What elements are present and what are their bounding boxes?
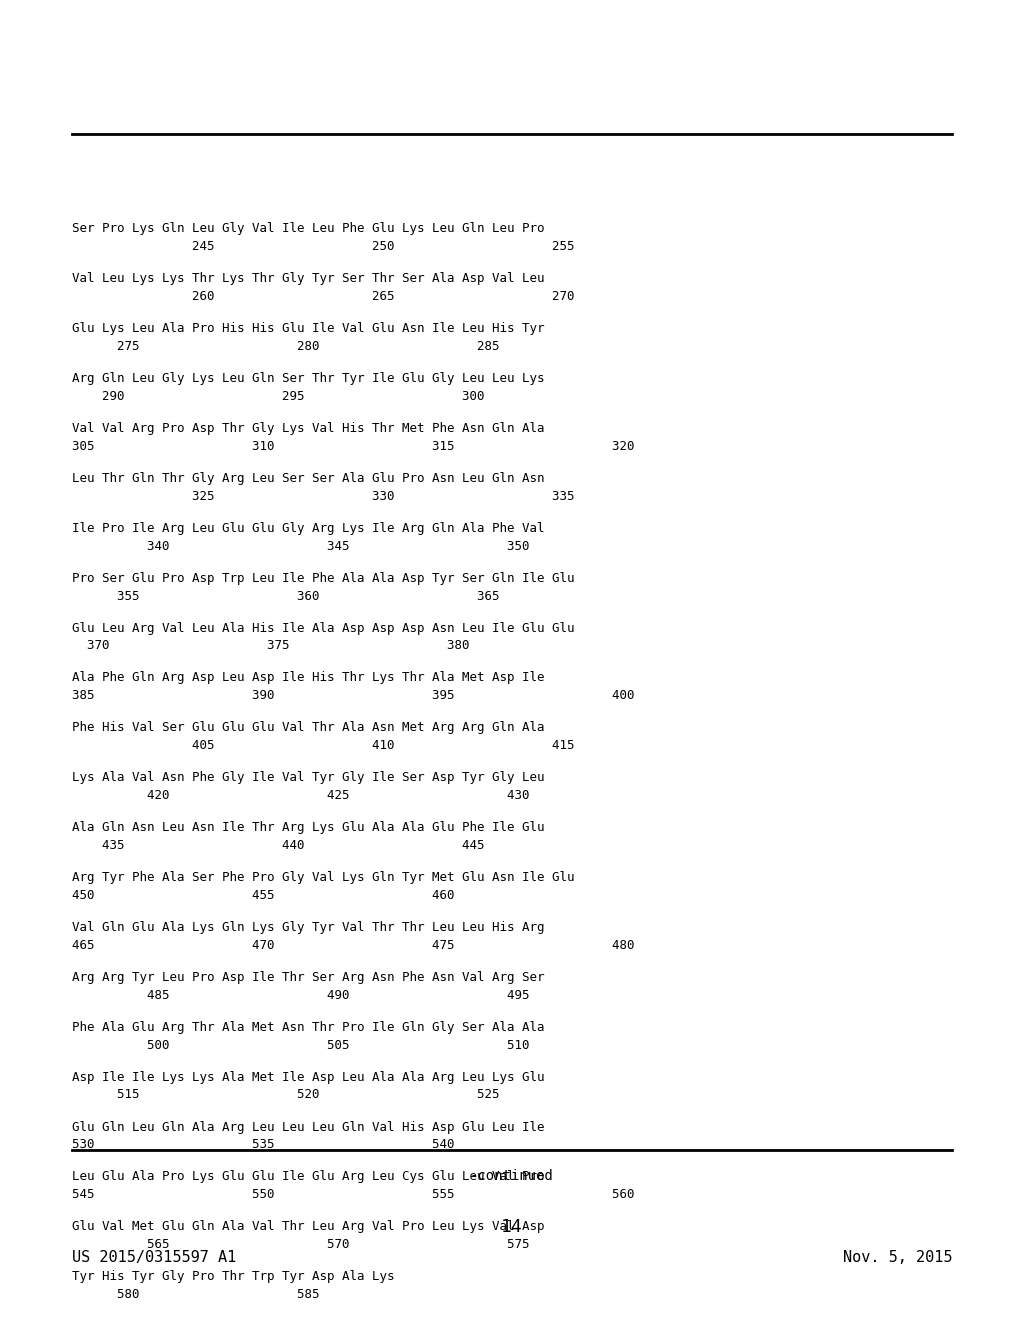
Text: 485                     490                     495: 485 490 495 bbox=[72, 989, 529, 1002]
Text: 245                     250                     255: 245 250 255 bbox=[72, 240, 574, 253]
Text: Glu Leu Arg Val Leu Ala His Ile Ala Asp Asp Asp Asn Leu Ile Glu Glu: Glu Leu Arg Val Leu Ala His Ile Ala Asp … bbox=[72, 622, 574, 635]
Text: 580                     585: 580 585 bbox=[72, 1288, 319, 1302]
Text: Ser Pro Lys Gln Leu Gly Val Ile Leu Phe Glu Lys Leu Gln Leu Pro: Ser Pro Lys Gln Leu Gly Val Ile Leu Phe … bbox=[72, 223, 545, 235]
Text: 530                     535                     540: 530 535 540 bbox=[72, 1138, 455, 1151]
Text: 305                     310                     315                     320: 305 310 315 320 bbox=[72, 440, 635, 453]
Text: 465                     470                     475                     480: 465 470 475 480 bbox=[72, 939, 635, 952]
Text: Glu Gln Leu Gln Ala Arg Leu Leu Leu Gln Val His Asp Glu Leu Ile: Glu Gln Leu Gln Ala Arg Leu Leu Leu Gln … bbox=[72, 1121, 545, 1134]
Text: Arg Gln Leu Gly Lys Leu Gln Ser Thr Tyr Ile Glu Gly Leu Leu Lys: Arg Gln Leu Gly Lys Leu Gln Ser Thr Tyr … bbox=[72, 372, 545, 385]
Text: US 2015/0315597 A1: US 2015/0315597 A1 bbox=[72, 1250, 237, 1265]
Text: Arg Tyr Phe Ala Ser Phe Pro Gly Val Lys Gln Tyr Met Glu Asn Ile Glu: Arg Tyr Phe Ala Ser Phe Pro Gly Val Lys … bbox=[72, 871, 574, 884]
Text: 405                     410                     415: 405 410 415 bbox=[72, 739, 574, 752]
Text: Val Leu Lys Lys Thr Lys Thr Gly Tyr Ser Thr Ser Ala Asp Val Leu: Val Leu Lys Lys Thr Lys Thr Gly Tyr Ser … bbox=[72, 272, 545, 285]
Text: Leu Thr Gln Thr Gly Arg Leu Ser Ser Ala Glu Pro Asn Leu Gln Asn: Leu Thr Gln Thr Gly Arg Leu Ser Ser Ala … bbox=[72, 473, 545, 484]
Text: 355                     360                     365: 355 360 365 bbox=[72, 590, 500, 602]
Text: 370                     375                     380: 370 375 380 bbox=[72, 639, 469, 652]
Text: 545                     550                     555                     560: 545 550 555 560 bbox=[72, 1188, 635, 1201]
Text: 385                     390                     395                     400: 385 390 395 400 bbox=[72, 689, 635, 702]
Text: 435                     440                     445: 435 440 445 bbox=[72, 840, 484, 851]
Text: Leu Glu Ala Pro Lys Glu Glu Ile Glu Arg Leu Cys Glu Leu Val Pro: Leu Glu Ala Pro Lys Glu Glu Ile Glu Arg … bbox=[72, 1171, 545, 1184]
Text: Phe Ala Glu Arg Thr Ala Met Asn Thr Pro Ile Gln Gly Ser Ala Ala: Phe Ala Glu Arg Thr Ala Met Asn Thr Pro … bbox=[72, 1020, 545, 1034]
Text: 290                     295                     300: 290 295 300 bbox=[72, 389, 484, 403]
Text: Val Val Arg Pro Asp Thr Gly Lys Val His Thr Met Phe Asn Gln Ala: Val Val Arg Pro Asp Thr Gly Lys Val His … bbox=[72, 422, 545, 436]
Text: 565                     570                     575: 565 570 575 bbox=[72, 1238, 529, 1251]
Text: Nov. 5, 2015: Nov. 5, 2015 bbox=[843, 1250, 952, 1265]
Text: Ala Phe Gln Arg Asp Leu Asp Ile His Thr Lys Thr Ala Met Asp Ile: Ala Phe Gln Arg Asp Leu Asp Ile His Thr … bbox=[72, 672, 545, 685]
Text: Tyr His Tyr Gly Pro Thr Trp Tyr Asp Ala Lys: Tyr His Tyr Gly Pro Thr Trp Tyr Asp Ala … bbox=[72, 1270, 394, 1283]
Text: 515                     520                     525: 515 520 525 bbox=[72, 1089, 500, 1101]
Text: Val Gln Glu Ala Lys Gln Lys Gly Tyr Val Thr Thr Leu Leu His Arg: Val Gln Glu Ala Lys Gln Lys Gly Tyr Val … bbox=[72, 921, 545, 935]
Text: Arg Arg Tyr Leu Pro Asp Ile Thr Ser Arg Asn Phe Asn Val Arg Ser: Arg Arg Tyr Leu Pro Asp Ile Thr Ser Arg … bbox=[72, 970, 545, 983]
Text: 325                     330                     335: 325 330 335 bbox=[72, 490, 574, 503]
Text: Pro Ser Glu Pro Asp Trp Leu Ile Phe Ala Ala Asp Tyr Ser Gln Ile Glu: Pro Ser Glu Pro Asp Trp Leu Ile Phe Ala … bbox=[72, 572, 574, 585]
Text: 260                     265                     270: 260 265 270 bbox=[72, 290, 574, 304]
Text: Asp Ile Ile Lys Lys Ala Met Ile Asp Leu Ala Ala Arg Leu Lys Glu: Asp Ile Ile Lys Lys Ala Met Ile Asp Leu … bbox=[72, 1071, 545, 1084]
Text: 500                     505                     510: 500 505 510 bbox=[72, 1039, 529, 1052]
Text: Ile Pro Ile Arg Leu Glu Glu Gly Arg Lys Ile Arg Gln Ala Phe Val: Ile Pro Ile Arg Leu Glu Glu Gly Arg Lys … bbox=[72, 521, 545, 535]
Text: 275                     280                     285: 275 280 285 bbox=[72, 341, 500, 352]
Text: 340                     345                     350: 340 345 350 bbox=[72, 540, 529, 553]
Text: Ala Gln Asn Leu Asn Ile Thr Arg Lys Glu Ala Ala Glu Phe Ile Glu: Ala Gln Asn Leu Asn Ile Thr Arg Lys Glu … bbox=[72, 821, 545, 834]
Text: 450                     455                     460: 450 455 460 bbox=[72, 888, 455, 902]
Text: Phe His Val Ser Glu Glu Glu Val Thr Ala Asn Met Arg Arg Gln Ala: Phe His Val Ser Glu Glu Glu Val Thr Ala … bbox=[72, 721, 545, 734]
Text: Glu Val Met Glu Gln Ala Val Thr Leu Arg Val Pro Leu Lys Val Asp: Glu Val Met Glu Gln Ala Val Thr Leu Arg … bbox=[72, 1220, 545, 1233]
Text: -continued: -continued bbox=[470, 1170, 554, 1183]
Text: 420                     425                     430: 420 425 430 bbox=[72, 789, 529, 803]
Text: Lys Ala Val Asn Phe Gly Ile Val Tyr Gly Ile Ser Asp Tyr Gly Leu: Lys Ala Val Asn Phe Gly Ile Val Tyr Gly … bbox=[72, 771, 545, 784]
Text: Glu Lys Leu Ala Pro His His Glu Ile Val Glu Asn Ile Leu His Tyr: Glu Lys Leu Ala Pro His His Glu Ile Val … bbox=[72, 322, 545, 335]
Text: 14: 14 bbox=[501, 1218, 523, 1237]
